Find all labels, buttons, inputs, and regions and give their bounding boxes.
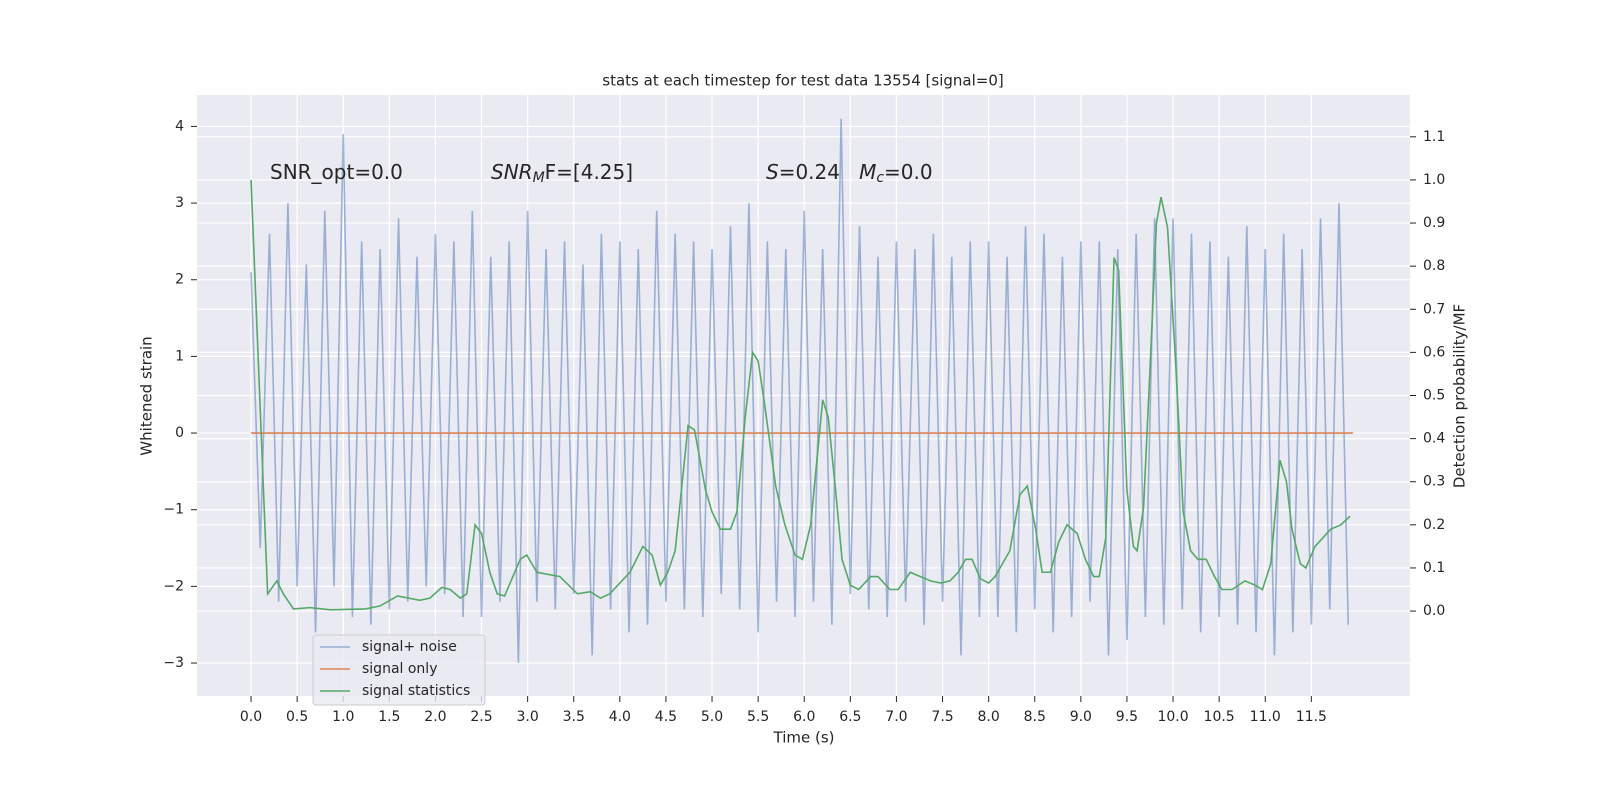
- annotation-part: =0.0: [884, 160, 933, 184]
- y2-tick-label: 0.9: [1423, 215, 1445, 231]
- y2-tick-label: 0.4: [1423, 431, 1445, 447]
- x-tick-label: 10.0: [1157, 709, 1188, 725]
- x-tick-label: 5.5: [747, 709, 769, 725]
- y2-tick-label: 0.7: [1423, 301, 1445, 317]
- x-tick-label: 4.5: [655, 709, 677, 725]
- x-axis-label: Time (s): [773, 729, 835, 747]
- x-tick-label: 11.0: [1250, 709, 1281, 725]
- labels: 0.0 0.5 1.0 1.5 2.0 2.5 3.0 3.5 4.0 4.5 5.0 5.5 6.0 6…: [163, 118, 1445, 725]
- y-tick-label: 4: [175, 118, 184, 134]
- y-tick-label: 3: [175, 195, 184, 211]
- y2-tick-label: 0.1: [1423, 560, 1445, 576]
- chart-title: stats at each timestep for test data 135…: [602, 72, 1003, 90]
- x-tick-label: 11.5: [1296, 709, 1327, 725]
- y-axis-label: Whitened strain: [138, 336, 156, 455]
- legend-label: signal only: [362, 661, 437, 677]
- annotation-part: F=[4.25]: [545, 160, 633, 184]
- x-tick-label: 3.5: [563, 709, 585, 725]
- annotation-part: M: [533, 170, 545, 186]
- x-tick-label: 7.5: [931, 709, 953, 725]
- y2-tick-label: 0.8: [1423, 258, 1445, 274]
- x-tick-label: 7.0: [885, 709, 907, 725]
- x-tick-label: 9.5: [1116, 709, 1138, 725]
- y2-tick-label: 0.2: [1423, 517, 1445, 533]
- series-line: [250, 179, 1351, 611]
- y2-tick-label: 0.6: [1423, 344, 1445, 360]
- y2-tick-label: 0.0: [1423, 603, 1445, 619]
- annotation-part: c: [876, 170, 884, 186]
- y2-tick-label: 0.5: [1423, 388, 1445, 404]
- grid: [197, 95, 1410, 696]
- x-tick-label: 1.5: [378, 709, 400, 725]
- marks: [250, 118, 1353, 664]
- y-tick-label: −2: [163, 578, 184, 594]
- annotation: S=0.24 Mc=0.0: [766, 160, 933, 187]
- legend-label: signal statistics: [362, 683, 470, 699]
- x-tick-label: 2.0: [424, 709, 446, 725]
- y-tick-label: 2: [175, 272, 184, 288]
- y-tick-label: 0: [175, 425, 184, 441]
- x-tick-label: 6.0: [793, 709, 815, 725]
- x-tick-label: 0.5: [286, 709, 308, 725]
- legend-box: [312, 634, 486, 706]
- y-tick-label: 1: [175, 348, 184, 364]
- annotation: SNRMF=[4.25]: [491, 160, 633, 187]
- x-tick-label: 2.5: [470, 709, 492, 725]
- x-tick-label: 3.0: [517, 709, 539, 725]
- x-tick-label: 8.0: [978, 709, 1000, 725]
- legend-label: signal+ noise: [362, 639, 457, 655]
- annotation-part: M: [859, 160, 876, 184]
- x-tick-label: 8.5: [1024, 709, 1046, 725]
- series-line: [250, 118, 1350, 664]
- y2-tick-label: 0.3: [1423, 474, 1445, 490]
- annotation: SNR_opt=0.0: [270, 160, 403, 184]
- x-tick-label: 5.0: [701, 709, 723, 725]
- y2-tick-label: 1.0: [1423, 172, 1445, 188]
- x-tick-label: 4.0: [609, 709, 631, 725]
- annotation-part: SNR: [491, 160, 533, 184]
- x-tick-label: 6.5: [839, 709, 861, 725]
- annotation-part: =0.24: [779, 160, 859, 184]
- y-tick-label: −3: [163, 655, 184, 671]
- x-tick-label: 1.0: [332, 709, 354, 725]
- x-tick-label: 10.5: [1204, 709, 1235, 725]
- annotation-part: S: [766, 160, 779, 184]
- x-tick-label: 0.0: [240, 709, 262, 725]
- y-tick-label: −1: [163, 502, 184, 518]
- y2-axis-label: Detection probability/MF: [1451, 304, 1469, 488]
- annotation-part: SNR_opt=0.0: [270, 160, 403, 184]
- x-tick-label: 9.0: [1070, 709, 1092, 725]
- y2-tick-label: 1.1: [1423, 129, 1445, 145]
